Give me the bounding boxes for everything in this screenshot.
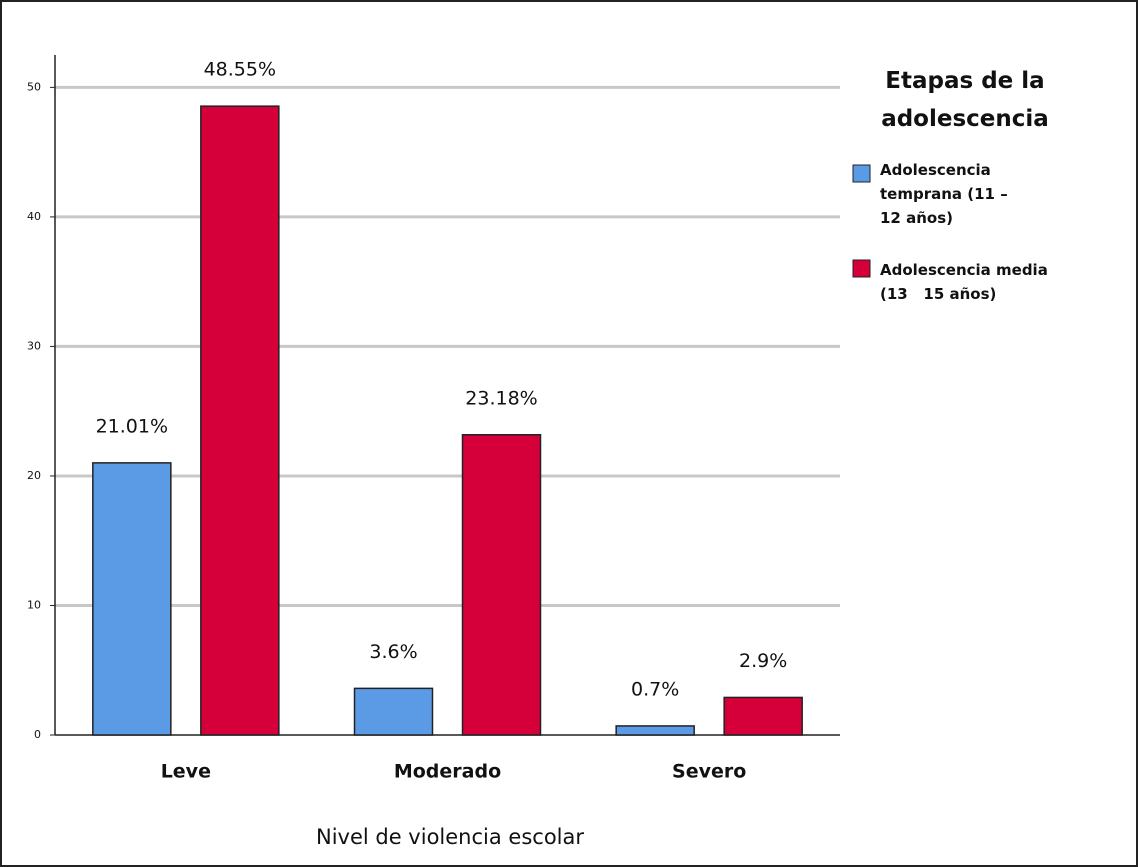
- value-label: 2.9%: [739, 650, 787, 672]
- value-label: 3.6%: [369, 641, 417, 663]
- value-label: 21.01%: [96, 415, 168, 437]
- legend-label: Adolescencia media (13 15 años): [880, 261, 1054, 303]
- bar: [615, 725, 695, 736]
- y-tick-label: 10: [27, 598, 41, 611]
- value-label: 0.7%: [631, 678, 679, 700]
- bar: [200, 105, 280, 736]
- legend-swatch: [852, 259, 871, 278]
- y-tick-label: 20: [27, 469, 41, 482]
- y-tick-label: 50: [27, 80, 41, 93]
- bar: [92, 462, 172, 736]
- value-label: 23.18%: [465, 387, 537, 409]
- legend-swatch: [852, 164, 871, 183]
- x-tick-label: Moderado: [394, 761, 501, 783]
- x-axis-title: Nivel de violencia escolar: [316, 825, 584, 849]
- bar: [461, 434, 542, 736]
- legend-label: Adolescencia temprana (11 – 12 años): [880, 161, 1013, 227]
- bar: [353, 687, 434, 736]
- value-label: 48.55%: [204, 59, 276, 81]
- y-tick-label: 0: [34, 728, 41, 741]
- y-tick-label: 40: [27, 210, 41, 223]
- legend-title: Etapas de la adolescencia: [881, 68, 1049, 132]
- bar: [723, 696, 803, 736]
- y-tick-label: 30: [27, 339, 41, 352]
- x-tick-label: Leve: [161, 761, 211, 783]
- x-tick-label: Severo: [672, 761, 746, 783]
